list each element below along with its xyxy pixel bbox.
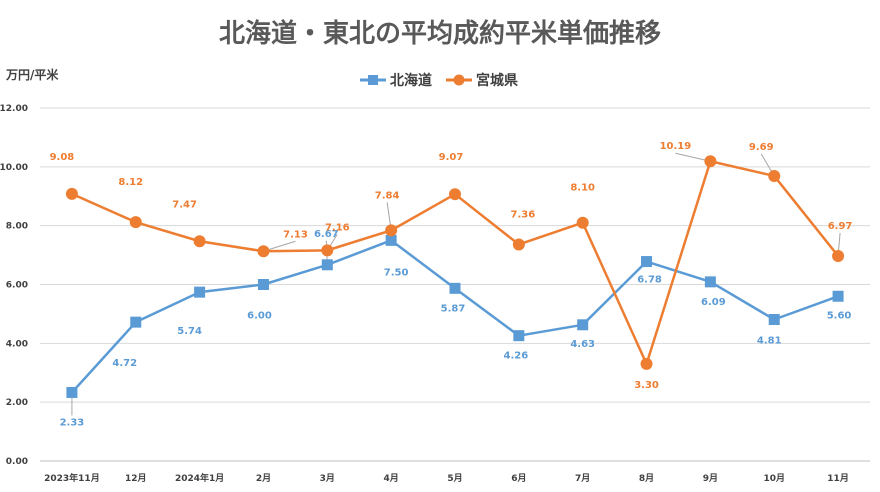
data-label: 7.47 [172,199,197,210]
data-label: 4.72 [112,358,137,369]
data-label: 5.60 [827,310,852,321]
series-group [65,155,845,398]
data-label: 6.97 [828,221,853,232]
legend: 北海道 宮城県 [360,72,518,89]
x-tick-label: 11月 [827,473,849,484]
data-label: 2.33 [60,417,85,428]
data-label: 4.26 [504,351,529,362]
data-point-square [321,259,333,271]
data-label: 9.69 [749,142,774,153]
data-label: 7.13 [283,229,308,240]
data-label: 6.78 [637,275,662,286]
data-point-circle [512,238,525,251]
data-point-square [257,279,269,290]
data-point-square [704,276,716,288]
y-axis-ticks: 0.00 2.00 4.00 6.00 8.00 10.00 12.00 [0,104,28,467]
data-label: 4.81 [757,336,782,347]
data-point-square [66,386,78,398]
data-point-square [832,290,844,302]
x-tick-label: 8月 [639,473,654,484]
data-label: 9.08 [50,152,75,163]
legend-marker-circle [453,74,465,86]
data-point-square [768,314,780,326]
data-point-square [385,234,397,246]
data-point-square [577,319,589,331]
legend-label: 宮城県 [476,72,518,89]
data-point-square [449,282,461,294]
data-point-square [641,256,653,268]
x-axis-ticks: 2023年11月 12月 2024年1月 2月 3月 4月 5月 6月 7月 8月 9月 10月 11月 [44,472,849,484]
y-tick-label: 0.00 [6,457,28,467]
data-label: 8.12 [118,177,143,188]
series-line [70,239,839,394]
x-tick-label: 2023年11月 [44,472,100,484]
x-tick-label: 6月 [511,473,526,484]
data-point-circle [193,235,206,248]
y-tick-label: 8.00 [6,222,28,232]
data-point-circle [704,155,717,168]
data-label: 7.36 [511,209,536,220]
y-tick-label: 12.00 [0,104,28,114]
data-point-circle [449,188,461,201]
data-point-square [194,286,206,298]
data-point-circle [65,187,78,200]
x-tick-label: 12月 [125,473,147,484]
data-point-circle [832,249,845,262]
data-label: 4.63 [570,339,595,350]
data-label: 10.19 [660,141,692,152]
x-tick-label: 9月 [703,473,718,484]
x-tick-label: 4月 [384,473,399,484]
x-tick-label: 5月 [447,473,462,484]
data-label: 6.09 [701,297,726,308]
data-point-circle [129,216,142,229]
data-point-square [513,330,525,342]
data-label: 6.67 [314,229,339,240]
data-point-circle [385,224,398,237]
data-label: 7.50 [384,267,409,278]
y-tick-label: 10.00 [0,163,28,173]
y-axis-unit-label: 万円/平米 [5,67,59,82]
data-label: 5.87 [441,303,466,314]
legend-label: 北海道 [390,72,432,89]
data-label: 3.30 [634,380,659,391]
legend-marker-square [368,75,378,85]
data-point-square [130,316,142,328]
data-label: 6.00 [247,311,272,322]
y-tick-label: 6.00 [6,281,28,291]
y-tick-label: 2.00 [6,398,28,408]
data-point-circle [640,357,653,370]
data-label: 8.10 [570,183,595,194]
data-point-circle [576,216,589,229]
chart-title: 北海道・東北の平均成約平米単価推移 [219,18,661,49]
data-point-circle [257,245,270,258]
data-point-circle [768,169,781,182]
data-label: 5.74 [177,326,202,337]
x-tick-label: 10月 [763,473,785,484]
x-tick-label: 7月 [575,473,590,484]
x-tick-label: 3月 [320,473,335,484]
data-point-circle [321,244,334,257]
data-labels: 2.33 4.72 5.74 6.00 6.67 7.50 5.87 4.26 4.63 6.78… [50,141,853,428]
data-label: 7.84 [375,190,400,201]
x-tick-label: 2024年1月 [175,472,224,484]
y-tick-label: 4.00 [6,339,28,349]
x-tick-label: 2月 [256,473,271,484]
data-label: 7.16 [325,222,350,233]
data-label: 9.07 [439,152,464,163]
